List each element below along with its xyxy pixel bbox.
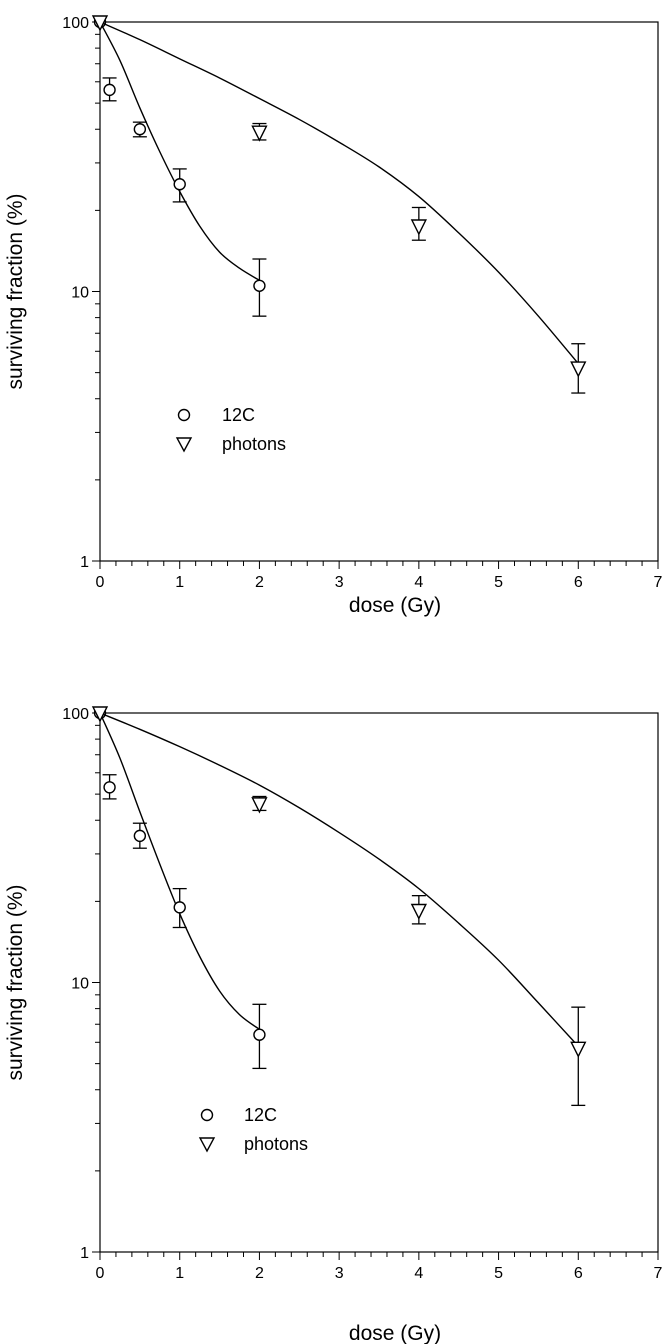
x-tick-label: 6 [574, 574, 583, 591]
x-tick-label: 0 [96, 574, 105, 591]
y-axis-label: surviving fraction (%) [4, 884, 27, 1080]
data-point-circle [103, 781, 116, 794]
x-tick-label: 7 [654, 574, 663, 591]
x-tick-label: 1 [175, 574, 184, 591]
legend-marker-circle [200, 1108, 214, 1122]
legend: 12C photons [175, 405, 286, 454]
y-tick-label: 1 [80, 554, 89, 571]
legend-label-12c: 12C [244, 1105, 277, 1125]
legend-marker-triangle [175, 437, 193, 453]
series-photons [91, 706, 587, 1107]
data-point-triangle [91, 706, 109, 723]
x-axis-label: dose (Gy) [349, 1322, 441, 1344]
y-tick-label: 100 [62, 15, 89, 32]
data-point-circle [173, 178, 186, 191]
data-point-circle [253, 1028, 266, 1041]
x-axis-label: dose (Gy) [349, 594, 441, 617]
data-point-triangle [410, 903, 427, 921]
legend-label-12c: 12C [222, 405, 255, 425]
y-axis-label: surviving fraction (%) [4, 193, 27, 389]
series-photons [91, 15, 587, 394]
legend-label-photons: photons [222, 434, 286, 454]
legend-label-photons: photons [244, 1134, 308, 1154]
x-tick-label: 1 [175, 1265, 184, 1282]
y-tick-label: 1 [80, 1245, 89, 1262]
legend: 12C photons [198, 1105, 308, 1154]
x-tick-label: 3 [335, 574, 344, 591]
data-point-triangle [251, 125, 268, 142]
x-tick-label: 2 [255, 1265, 264, 1282]
data-point-circle [173, 901, 186, 914]
x-tick-label: 7 [654, 1265, 663, 1282]
fit-curve [99, 21, 579, 365]
series-carbon [93, 15, 267, 317]
fit-curve [99, 712, 579, 1047]
data-point-triangle [91, 15, 109, 32]
y-tick-label: 10 [71, 976, 89, 993]
x-tick-label: 6 [574, 1265, 583, 1282]
data-point-circle [253, 279, 266, 292]
plot-frame [99, 21, 659, 562]
x-tick-label: 3 [335, 1265, 344, 1282]
data-point-triangle [570, 361, 587, 378]
x-tick-label: 0 [96, 1265, 105, 1282]
x-tick-label: 2 [255, 574, 264, 591]
y-tick-label: 10 [71, 285, 89, 302]
x-tick-label: 4 [414, 1265, 423, 1282]
fit-curve [99, 712, 260, 1030]
plot-frame [99, 712, 659, 1253]
data-point-triangle [410, 219, 427, 236]
y-tick-label: 100 [62, 706, 89, 723]
fit-curve [99, 21, 260, 281]
data-point-circle [133, 829, 147, 843]
data-point-circle [133, 123, 147, 136]
data-point-triangle [570, 1041, 587, 1058]
x-tick-label: 5 [494, 574, 503, 591]
legend-marker-triangle [198, 1137, 216, 1153]
x-tick-label: 4 [414, 574, 423, 591]
x-tick-label: 5 [494, 1265, 503, 1282]
data-point-circle [103, 83, 116, 97]
legend-marker-circle [177, 408, 191, 422]
data-point-triangle [251, 797, 268, 814]
series-carbon [93, 706, 267, 1070]
